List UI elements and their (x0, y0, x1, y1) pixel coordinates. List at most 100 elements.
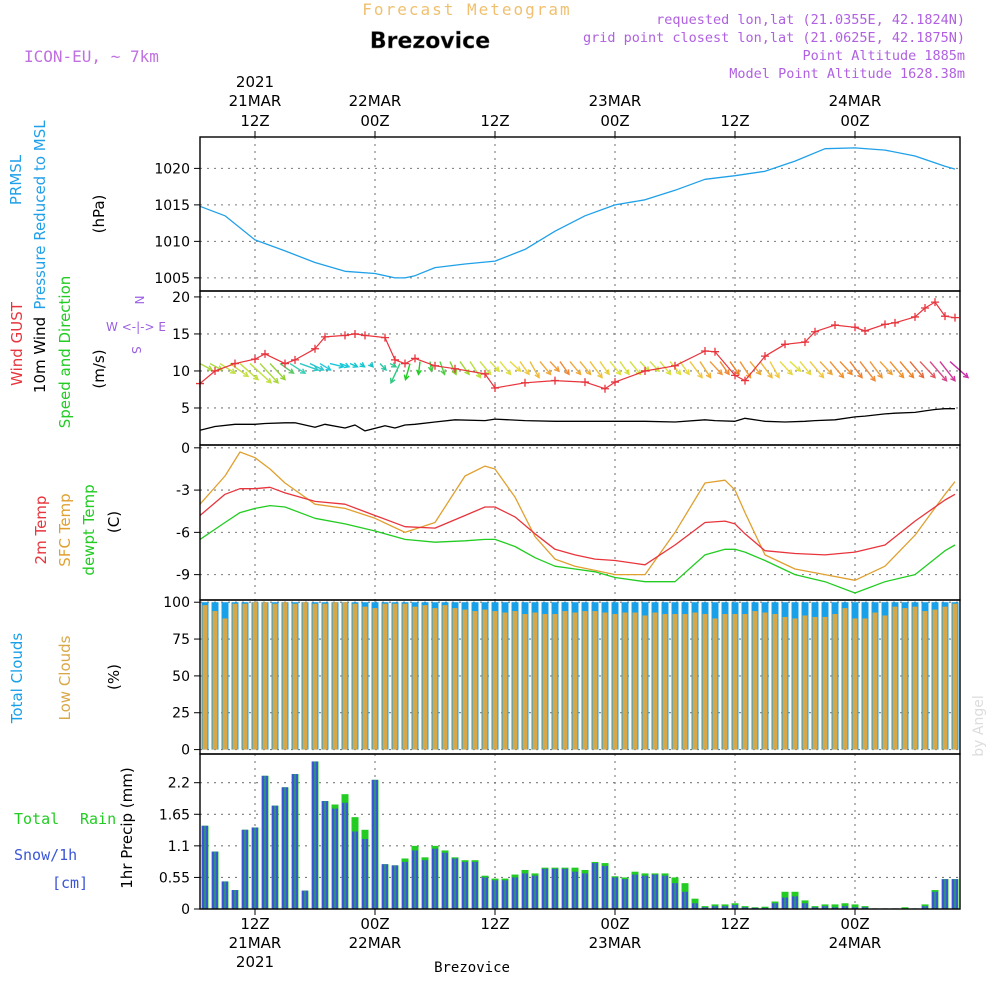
wind-arrowhead-22 (415, 369, 422, 376)
compass-west-east: W <-|-> E (106, 320, 166, 334)
temp-2m-line (199, 486, 956, 566)
cloud-low-bar-25 (452, 608, 458, 750)
gust-marker-37 (861, 326, 869, 335)
cloud-low-bar-51 (712, 618, 718, 750)
ytick-label-temperature-3: -9 (176, 568, 190, 584)
wind-arrowhead-34 (545, 369, 552, 376)
wind-arrowhead-35 (554, 366, 560, 373)
wind-arrowhead-67 (877, 372, 883, 379)
gust-marker-27 (701, 346, 709, 355)
gust-marker-10 (351, 329, 359, 338)
top-time-label-2-0: 12Z (480, 112, 509, 130)
wind-arrowhead-69 (898, 372, 905, 379)
ytick-label-pressure-1: 1010 (154, 234, 190, 250)
gust-marker-11 (361, 331, 369, 340)
gust-marker-41 (921, 304, 929, 313)
gust-marker-18 (481, 369, 489, 378)
wind-arrowhead-55 (755, 369, 762, 376)
wind-arrowhead-0 (206, 365, 214, 371)
wind-arrow-32 (519, 361, 530, 375)
cloud-low-bar-6 (262, 602, 268, 750)
cloud-low-bar-62 (822, 616, 828, 750)
ylabel-pressure-0: PRMSL (7, 154, 25, 205)
ytick-label-precipitation-4: 2.2 (168, 776, 190, 792)
cloud-low-bar-15 (352, 603, 358, 750)
bottom-time-label-0-1: 21MAR (229, 934, 282, 952)
wind-arrow-28 (479, 361, 492, 375)
cloud-low-bar-72 (922, 611, 928, 750)
wind-arrow-5 (249, 363, 272, 384)
wind-arrow-26 (459, 361, 470, 375)
cloud-low-bar-36 (562, 611, 568, 750)
wind-arrow-31 (509, 361, 521, 372)
cloud-low-bar-66 (862, 618, 868, 750)
wind-arrowhead-21 (403, 374, 410, 381)
cloud-low-bar-35 (552, 614, 558, 750)
top-time-label-3-1: 00Z (600, 112, 629, 130)
precip-rain-bar-70 (901, 907, 909, 909)
cloud-low-bar-42 (622, 612, 628, 750)
cloud-low-bar-70 (902, 608, 908, 750)
wind-arrow-13 (329, 362, 344, 368)
wind-arrowhead-28 (485, 369, 492, 376)
wind-arrow-7 (269, 363, 286, 381)
wind-arrowhead-53 (734, 369, 740, 376)
wind-arrowhead-16 (359, 361, 366, 368)
cloud-low-bar-20 (402, 603, 408, 750)
cloud-low-bar-75 (952, 603, 958, 750)
wind-arrow-11 (309, 362, 324, 371)
wind-arrowhead-70 (908, 372, 915, 379)
cloud-low-bar-45 (652, 612, 658, 750)
wind-arrow-50 (699, 361, 712, 378)
gust-marker-15 (411, 354, 419, 363)
wind-arrowhead-33 (534, 372, 540, 379)
cloud-low-bar-2 (222, 618, 228, 750)
ytick-label-pressure-3: 1020 (154, 161, 190, 177)
wind-arrow-53 (729, 361, 740, 375)
cloud-low-bar-3 (232, 603, 238, 750)
cloud-low-bar-18 (382, 603, 388, 750)
wind-arrowhead-61 (818, 372, 825, 379)
wind-arrowhead-23 (427, 366, 434, 373)
ytick-label-temperature-1: -3 (176, 483, 190, 499)
wind-arrowhead-39 (597, 372, 603, 379)
cloud-low-bar-40 (602, 612, 608, 750)
wind-arrow-74 (939, 361, 956, 382)
wind-arrow-42 (619, 361, 630, 375)
gust-marker-39 (891, 318, 899, 327)
top-time-label-4-0: 12Z (720, 112, 749, 130)
cloud-low-bar-9 (292, 603, 298, 750)
cloud-low-bar-21 (412, 606, 418, 750)
wind-arrowhead-19 (390, 362, 398, 368)
wind-arrowhead-10 (312, 365, 320, 372)
gust-marker-44 (951, 313, 959, 322)
ytick-label-pressure-0: 1005 (154, 271, 190, 287)
cloud-low-bar-46 (662, 614, 668, 750)
cloud-low-bar-33 (532, 612, 538, 750)
wind-arrow-43 (629, 361, 642, 375)
gust-marker-33 (801, 338, 809, 347)
wind-arrowhead-62 (827, 369, 833, 376)
sfc-temp-line (199, 451, 956, 581)
cloud-low-bar-28 (482, 609, 488, 750)
cloud-low-bar-8 (282, 602, 288, 750)
footer-location: Brezovice (434, 960, 510, 976)
pressure-line (199, 147, 956, 279)
cloud-low-bar-44 (642, 615, 648, 750)
cloud-low-bar-50 (702, 614, 708, 750)
wind-arrowhead-15 (352, 362, 359, 368)
wind-arrow-4 (239, 363, 259, 381)
gust-marker-5 (281, 359, 289, 368)
wind-arrowhead-75 (962, 372, 970, 379)
wind-arrow-54 (739, 361, 752, 378)
gust-marker-36 (851, 323, 859, 332)
wind-arrowhead-48 (684, 369, 690, 376)
wind-arrowhead-12 (325, 365, 332, 371)
cloud-low-bar-23 (432, 608, 438, 750)
cloud-low-bar-69 (892, 606, 898, 750)
gust-marker-38 (881, 320, 889, 329)
gust-marker-35 (831, 321, 839, 330)
wind-arrow-66 (859, 361, 876, 382)
